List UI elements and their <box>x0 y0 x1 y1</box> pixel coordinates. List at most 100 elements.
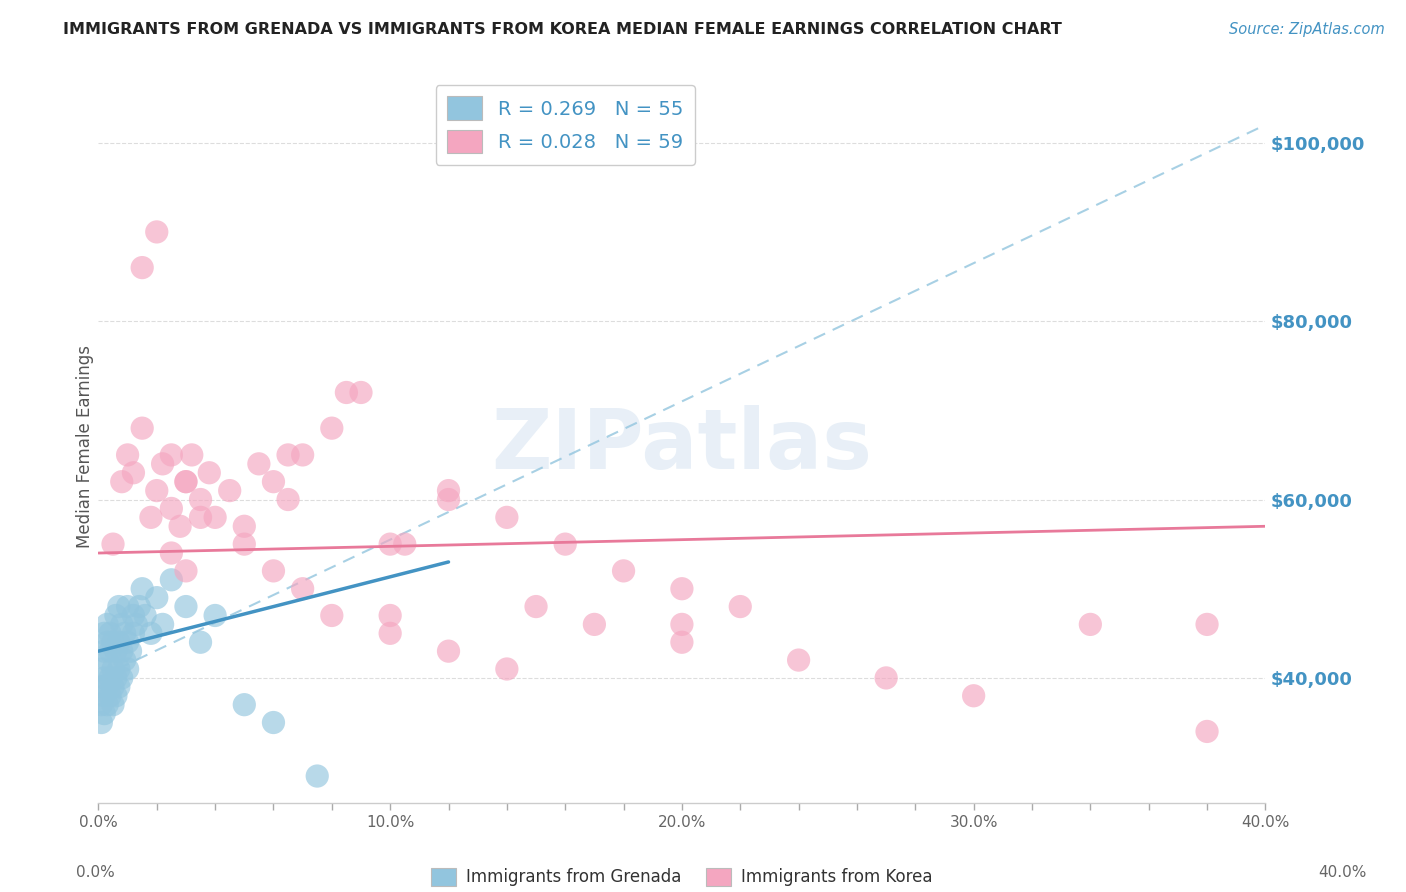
Point <box>380 537 402 551</box>
Point <box>437 483 460 498</box>
Point <box>93 706 115 721</box>
Point <box>108 635 131 649</box>
Point <box>321 608 343 623</box>
Point <box>111 671 134 685</box>
Point <box>233 698 256 712</box>
Point <box>554 537 576 551</box>
Point <box>108 599 131 614</box>
Point <box>247 457 270 471</box>
Point <box>96 680 118 694</box>
Point <box>98 689 121 703</box>
Point <box>350 385 373 400</box>
Point <box>93 689 115 703</box>
Point <box>90 715 112 730</box>
Point <box>962 689 984 703</box>
Text: Source: ZipAtlas.com: Source: ZipAtlas.com <box>1229 22 1385 37</box>
Point <box>160 546 183 560</box>
Point <box>96 653 118 667</box>
Point <box>380 608 402 623</box>
Point <box>437 644 460 658</box>
Point <box>437 492 460 507</box>
Point <box>104 671 127 685</box>
Point <box>96 635 118 649</box>
Point <box>139 626 162 640</box>
Point <box>496 662 519 676</box>
Point <box>875 671 897 685</box>
Point <box>98 626 121 640</box>
Point <box>117 599 139 614</box>
Legend: Immigrants from Grenada, Immigrants from Korea: Immigrants from Grenada, Immigrants from… <box>425 861 939 892</box>
Point <box>146 591 169 605</box>
Point <box>160 501 183 516</box>
Y-axis label: Median Female Earnings: Median Female Earnings <box>76 344 94 548</box>
Point <box>291 448 314 462</box>
Point <box>335 385 357 400</box>
Point <box>190 492 212 507</box>
Point <box>125 617 148 632</box>
Point <box>204 608 226 623</box>
Point <box>104 644 127 658</box>
Point <box>108 680 131 694</box>
Text: ZIPatlas: ZIPatlas <box>492 406 872 486</box>
Point <box>122 466 145 480</box>
Point <box>671 582 693 596</box>
Point <box>96 617 118 632</box>
Point <box>169 519 191 533</box>
Point <box>233 537 256 551</box>
Point <box>152 617 174 632</box>
Point <box>583 617 606 632</box>
Point <box>98 671 121 685</box>
Point <box>93 671 115 685</box>
Point <box>262 715 284 730</box>
Point <box>131 421 153 435</box>
Point <box>117 662 139 676</box>
Point <box>104 608 127 623</box>
Point <box>380 626 402 640</box>
Point <box>218 483 240 498</box>
Point <box>93 626 115 640</box>
Point <box>128 599 150 614</box>
Point <box>307 769 329 783</box>
Point <box>174 599 197 614</box>
Point <box>671 617 693 632</box>
Point <box>111 617 134 632</box>
Point <box>160 448 183 462</box>
Point <box>1080 617 1102 632</box>
Point <box>190 635 212 649</box>
Point <box>612 564 634 578</box>
Point <box>131 260 153 275</box>
Point <box>139 510 162 524</box>
Point <box>111 475 134 489</box>
Text: 40.0%: 40.0% <box>1319 865 1367 880</box>
Point <box>101 698 124 712</box>
Point <box>174 475 197 489</box>
Point <box>277 448 299 462</box>
Point <box>111 644 134 658</box>
Point <box>122 608 145 623</box>
Point <box>122 626 145 640</box>
Point <box>291 582 314 596</box>
Point <box>671 635 693 649</box>
Text: IMMIGRANTS FROM GRENADA VS IMMIGRANTS FROM KOREA MEDIAN FEMALE EARNINGS CORRELAT: IMMIGRANTS FROM GRENADA VS IMMIGRANTS FR… <box>63 22 1062 37</box>
Point <box>131 582 153 596</box>
Text: 0.0%: 0.0% <box>76 865 115 880</box>
Point <box>730 599 752 614</box>
Point <box>394 537 416 551</box>
Point <box>146 225 169 239</box>
Point <box>114 626 136 640</box>
Point <box>180 448 202 462</box>
Point <box>101 680 124 694</box>
Point <box>90 662 112 676</box>
Point <box>146 483 169 498</box>
Point <box>496 510 519 524</box>
Point <box>1195 617 1218 632</box>
Point <box>787 653 810 667</box>
Point <box>524 599 547 614</box>
Point <box>321 421 343 435</box>
Point <box>262 564 284 578</box>
Point <box>1195 724 1218 739</box>
Point <box>108 662 131 676</box>
Point <box>90 698 112 712</box>
Point <box>277 492 299 507</box>
Point <box>134 608 156 623</box>
